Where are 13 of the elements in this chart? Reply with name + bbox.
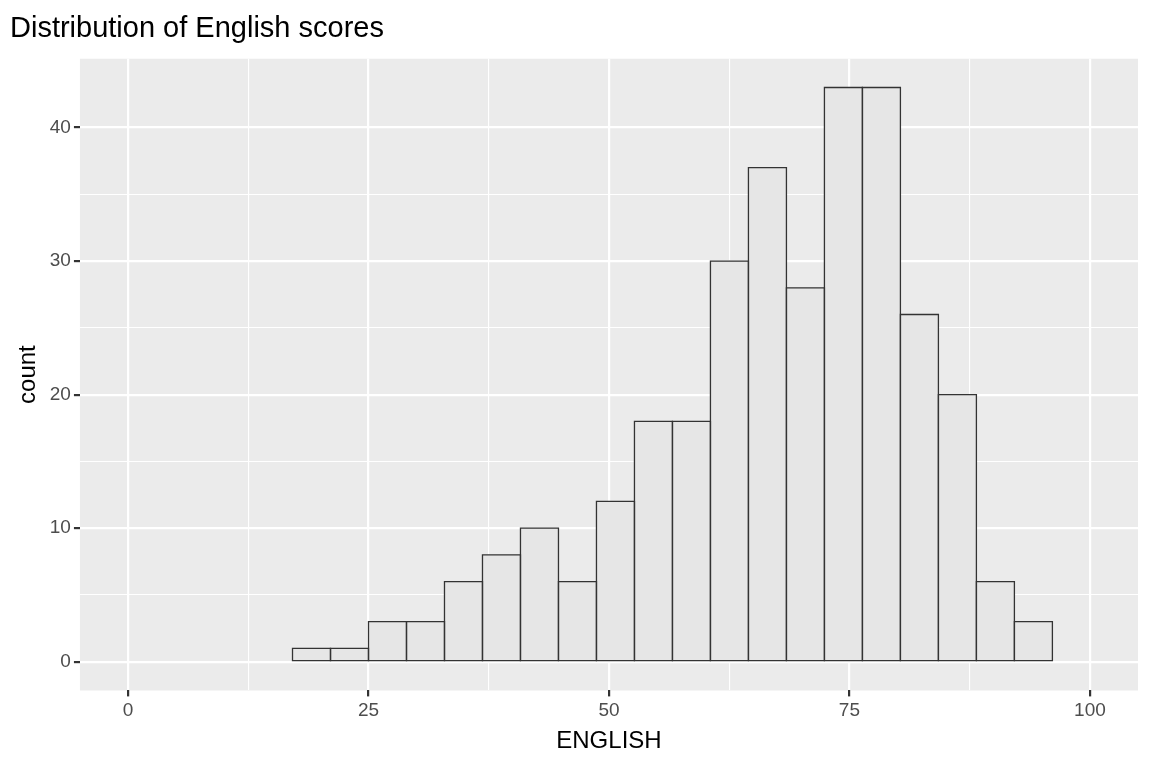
y-axis-title: count (13, 344, 41, 404)
y-tick-label: 0 (60, 649, 71, 671)
x-tick-label: 75 (838, 699, 861, 721)
x-tick-label: 100 (1074, 699, 1106, 721)
x-tick-label: 0 (122, 699, 134, 721)
x-axis-title: ENGLISH (556, 726, 662, 754)
x-tick-label: 50 (598, 699, 620, 721)
y-tick-label: 30 (49, 249, 71, 271)
y-tick-label: 10 (49, 516, 71, 538)
y-tick-label: 20 (49, 382, 71, 404)
chart-title: Distribution of English scores (10, 11, 384, 44)
x-tick-label: 25 (357, 699, 380, 721)
y-tick-label: 40 (49, 115, 71, 137)
